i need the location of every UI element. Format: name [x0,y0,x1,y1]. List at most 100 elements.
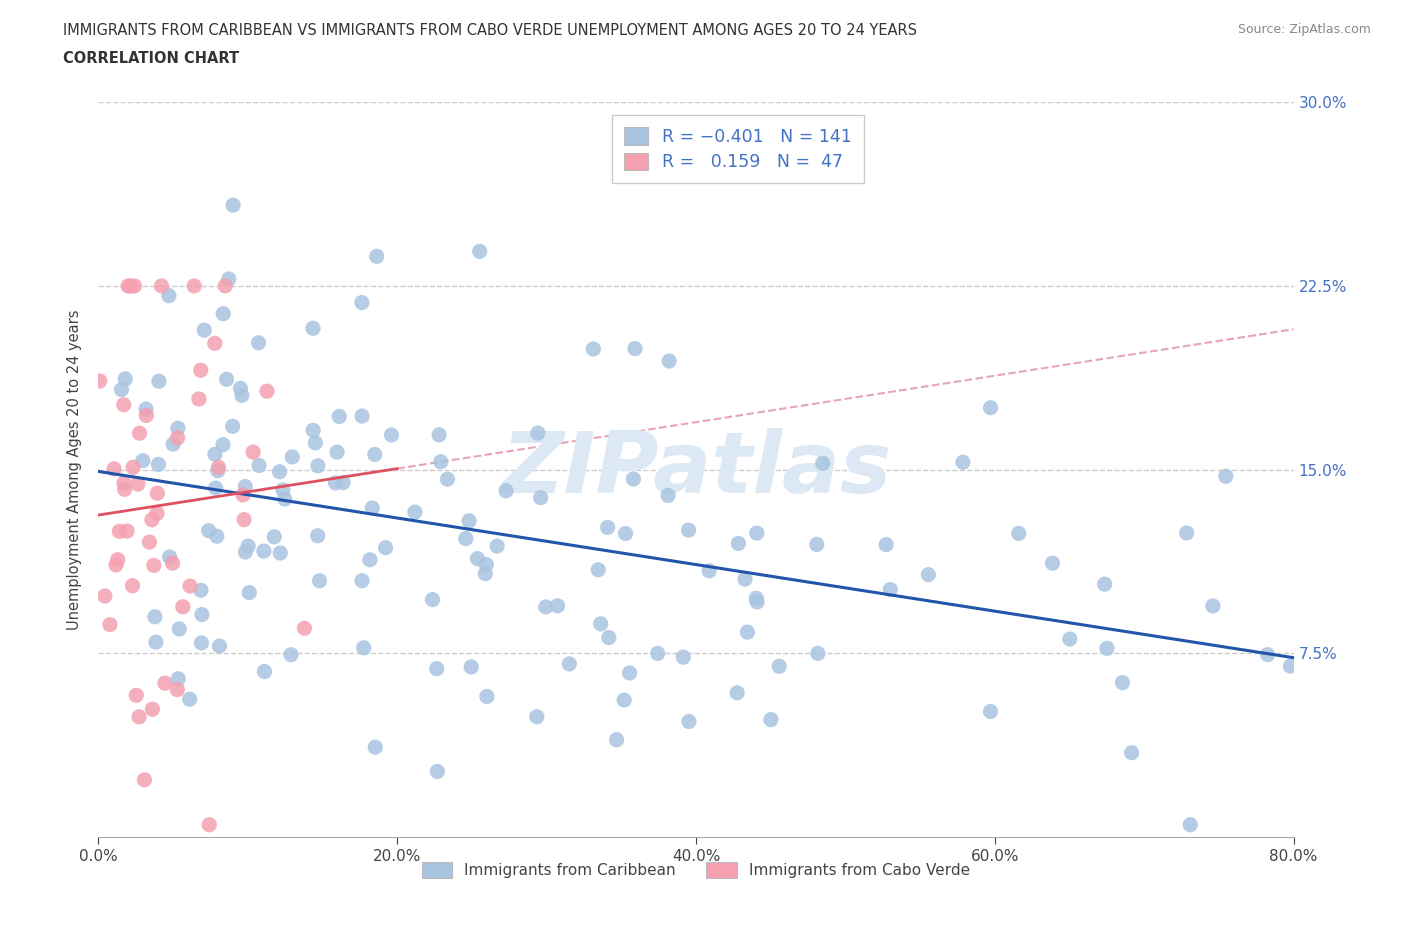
Point [121,578,143,593]
Point [350,295,373,310]
Point [1175,525,1198,540]
Point [1094,577,1116,591]
Point [197,524,219,538]
Point [198,817,221,832]
Point [359,552,381,567]
Point [157,288,180,303]
Point [112,397,135,412]
Point [207,463,229,478]
Point [141,702,163,717]
Point [124,279,146,294]
Point [678,714,700,729]
Point [204,336,226,351]
Point [460,659,482,674]
Text: Source: ZipAtlas.com: Source: ZipAtlas.com [1237,23,1371,36]
Point [325,475,347,490]
Point [280,647,302,662]
Point [430,455,453,470]
Point [191,607,214,622]
Point [1279,658,1302,673]
Point [734,572,756,587]
Point [89,374,111,389]
Point [143,609,166,624]
Point [166,682,188,697]
Point [169,621,191,636]
Point [183,279,205,294]
Point [232,487,254,502]
Point [366,249,388,264]
Point [134,773,156,788]
Point [142,558,165,573]
Point [221,418,243,433]
Point [271,483,294,498]
Point [979,704,1001,719]
Point [172,599,194,614]
Point [1215,469,1237,484]
Point [302,423,325,438]
Point [135,408,157,423]
Point [150,279,173,294]
Point [231,388,253,403]
Point [153,676,176,691]
Point [1257,647,1279,662]
Point [146,485,169,500]
Point [247,458,270,472]
Point [269,464,291,479]
Point [534,600,557,615]
Point [1095,641,1118,656]
Point [586,563,609,578]
Point [806,537,828,551]
Point [233,479,256,494]
Point [179,578,201,593]
Point [404,505,426,520]
Point [426,764,449,779]
Point [145,634,167,649]
Point [380,428,402,443]
Point [328,409,350,424]
Point [467,551,489,566]
Point [672,650,695,665]
Point [307,458,329,473]
Point [737,625,759,640]
Point [475,689,498,704]
Point [1042,556,1064,571]
Point [103,461,125,476]
Point [302,321,325,336]
Point [294,621,316,636]
Point [875,538,897,552]
Point [148,374,170,389]
Point [193,323,215,338]
Point [613,693,636,708]
Point [304,435,326,450]
Point [222,198,245,213]
Point [146,506,169,521]
Point [247,336,270,351]
Point [374,540,396,555]
Point [527,426,550,441]
Point [657,488,679,503]
Point [1059,631,1081,646]
Point [269,546,291,561]
Point [530,490,553,505]
Point [623,472,645,486]
Point [589,617,612,631]
Point [141,512,163,527]
Point [745,525,768,540]
Point [167,671,190,686]
Point [274,492,297,507]
Point [807,646,830,661]
Point [238,585,260,600]
Point [212,306,235,321]
Point [190,363,212,378]
Point [233,512,256,527]
Point [725,685,748,700]
Point [353,641,375,656]
Point [107,552,129,567]
Point [98,618,121,632]
Point [281,449,304,464]
Point [558,657,581,671]
Point [495,484,517,498]
Point [128,426,150,441]
Point [361,500,384,515]
Point [582,341,605,356]
